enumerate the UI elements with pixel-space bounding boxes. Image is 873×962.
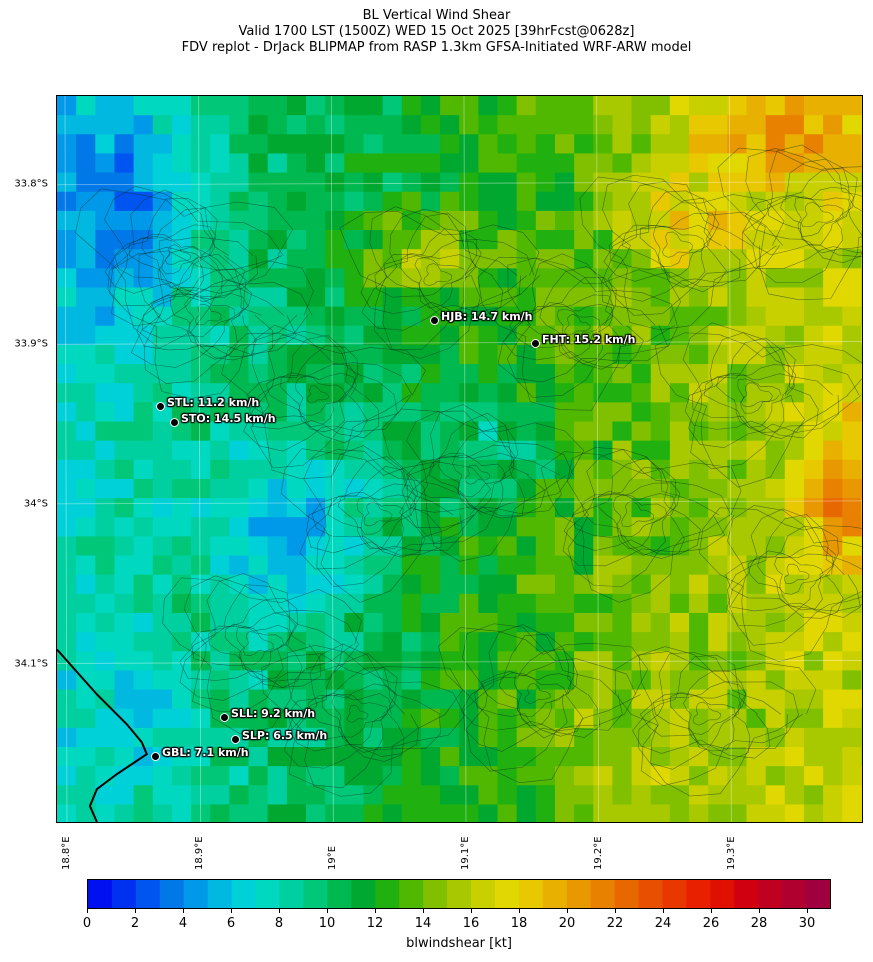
colorbar-swatch [255, 880, 281, 908]
lon-label-19-2: 19.2°E [593, 836, 604, 870]
colorbar-swatch [111, 880, 137, 908]
colorbar-tick-label: 2 [130, 916, 140, 931]
colorbar-swatch [351, 880, 376, 908]
colorbar-tick-label: 8 [274, 916, 284, 931]
colorbar-tick-mark [663, 909, 664, 913]
colorbar-swatch [135, 880, 161, 908]
station-label: FHT: 15.2 km/h [542, 333, 636, 346]
colorbar-tick-label: 22 [606, 916, 624, 931]
colorbar-swatch [470, 880, 496, 908]
colorbar-tick-label: 12 [366, 916, 384, 931]
colorbar-swatch [566, 880, 592, 908]
colorbar-swatch [207, 880, 233, 908]
colorbar-tick-mark [711, 909, 712, 913]
colorbar-tick-mark [375, 909, 376, 913]
colorbar-label: blwindshear [kt] [406, 936, 512, 951]
station-marker [231, 735, 240, 744]
station-label: STL: 11.2 km/h [167, 396, 260, 409]
wind-shear-map [56, 95, 863, 823]
colorbar-tick-mark [471, 909, 472, 913]
colorbar-tick-mark [423, 909, 424, 913]
colorbar-tick-mark [327, 909, 328, 913]
colorbar [87, 879, 831, 909]
colorbar-swatch [375, 880, 400, 908]
colorbar-tick-mark [519, 909, 520, 913]
lat-label-33-8: 33.8°S [14, 178, 48, 190]
lat-label-33-9: 33.9°S [14, 338, 48, 350]
coastline [57, 648, 149, 822]
colorbar-swatch [88, 880, 113, 908]
colorbar-tick-label: 4 [178, 916, 188, 931]
lat-label-34-1: 34.1°S [14, 658, 48, 670]
colorbar-swatch [279, 880, 305, 908]
station-label: SLP: 6.5 km/h [242, 729, 328, 742]
title-line-2: Valid 1700 LST (1500Z) WED 15 Oct 2025 [… [238, 24, 635, 39]
shear-grid-cells [57, 96, 862, 822]
colorbar-swatch [231, 880, 257, 908]
colorbar-swatch [782, 880, 807, 908]
station-marker [156, 402, 165, 411]
colorbar-swatch [758, 880, 783, 908]
station-marker [170, 418, 179, 427]
colorbar-tick-mark [231, 909, 232, 913]
colorbar-swatch [303, 880, 328, 908]
colorbar-tick-label: 16 [462, 916, 480, 931]
colorbar-swatch [638, 880, 664, 908]
colorbar-swatch [662, 880, 687, 908]
colorbar-swatch [327, 880, 352, 908]
colorbar-tick-mark [183, 909, 184, 913]
colorbar-tick-label: 10 [318, 916, 336, 931]
colorbar-tick-mark [135, 909, 136, 913]
lat-label-34-0: 34°S [23, 498, 48, 510]
station-marker [430, 316, 439, 325]
colorbar-swatch [159, 880, 185, 908]
colorbar-tick-label: 30 [798, 916, 816, 931]
colorbar-tick-mark [87, 909, 88, 913]
colorbar-tick-label: 14 [414, 916, 432, 931]
colorbar-swatch [542, 880, 568, 908]
colorbar-swatch [734, 880, 759, 908]
colorbar-tick-mark [279, 909, 280, 913]
colorbar-tick-label: 18 [510, 916, 528, 931]
colorbar-tick-mark [807, 909, 808, 913]
colorbar-swatch [614, 880, 640, 908]
colorbar-swatch [518, 880, 544, 908]
colorbar-tick-label: 6 [226, 916, 236, 931]
lon-label-19-3: 19.3°E [726, 836, 737, 870]
station-label: SLL: 9.2 km/h [231, 707, 316, 720]
colorbar-tick-label: 20 [558, 916, 576, 931]
title-line-3: FDV replot - DrJack BLIPMAP from RASP 1.… [181, 40, 692, 55]
colorbar-swatch [423, 880, 448, 908]
colorbar-tick-mark [759, 909, 760, 913]
station-marker [531, 339, 540, 348]
colorbar-swatch [710, 880, 735, 908]
colorbar-tick-label: 0 [82, 916, 92, 931]
colorbar-swatch [686, 880, 711, 908]
lon-label-19-1: 19.1°E [460, 836, 471, 870]
colorbar-tick-mark [567, 909, 568, 913]
colorbar-tick-label: 24 [654, 916, 672, 931]
colorbar-tick-label: 26 [702, 916, 720, 931]
station-label: STO: 14.5 km/h [181, 412, 276, 425]
station-marker [220, 713, 229, 722]
colorbar-swatch [806, 880, 830, 908]
station-label: HJB: 14.7 km/h [441, 310, 533, 323]
lon-label-18-9: 18.9°E [194, 836, 205, 870]
station-marker [151, 752, 160, 761]
colorbar-tick-label: 28 [750, 916, 768, 931]
title-line-1: BL Vertical Wind Shear [362, 8, 511, 23]
colorbar-swatch [590, 880, 616, 908]
lon-label-19-0: 19°E [327, 845, 338, 870]
colorbar-tick-mark [615, 909, 616, 913]
terrain-contours [75, 144, 862, 797]
map-gridlines [57, 96, 862, 822]
lon-label-18-8: 18.8°E [61, 836, 72, 870]
colorbar-swatch [183, 880, 209, 908]
colorbar-swatch [399, 880, 424, 908]
colorbar-swatch [447, 880, 472, 908]
station-label: GBL: 7.1 km/h [162, 746, 249, 759]
colorbar-swatch [494, 880, 520, 908]
